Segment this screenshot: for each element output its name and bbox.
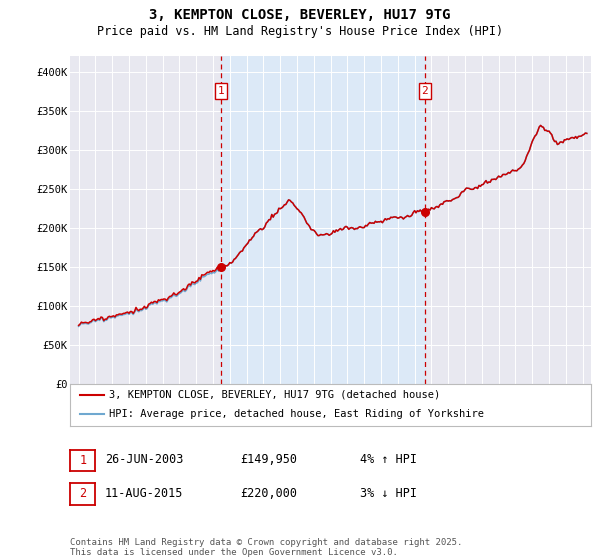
Text: Contains HM Land Registry data © Crown copyright and database right 2025.
This d: Contains HM Land Registry data © Crown c… bbox=[70, 538, 463, 557]
Text: 11-AUG-2015: 11-AUG-2015 bbox=[105, 487, 184, 500]
Text: 3, KEMPTON CLOSE, BEVERLEY, HU17 9TG: 3, KEMPTON CLOSE, BEVERLEY, HU17 9TG bbox=[149, 8, 451, 22]
Text: £149,950: £149,950 bbox=[240, 453, 297, 466]
Text: 1: 1 bbox=[218, 86, 224, 96]
Text: 3% ↓ HPI: 3% ↓ HPI bbox=[360, 487, 417, 500]
Text: 4% ↑ HPI: 4% ↑ HPI bbox=[360, 453, 417, 466]
Text: HPI: Average price, detached house, East Riding of Yorkshire: HPI: Average price, detached house, East… bbox=[109, 409, 484, 419]
Text: 1: 1 bbox=[79, 454, 86, 467]
Text: Price paid vs. HM Land Registry's House Price Index (HPI): Price paid vs. HM Land Registry's House … bbox=[97, 25, 503, 38]
Text: 3, KEMPTON CLOSE, BEVERLEY, HU17 9TG (detached house): 3, KEMPTON CLOSE, BEVERLEY, HU17 9TG (de… bbox=[109, 390, 440, 400]
Bar bbox=[221, 56, 425, 384]
Text: 26-JUN-2003: 26-JUN-2003 bbox=[105, 453, 184, 466]
Text: 2: 2 bbox=[421, 86, 428, 96]
Text: £220,000: £220,000 bbox=[240, 487, 297, 500]
Text: 2: 2 bbox=[79, 487, 86, 501]
